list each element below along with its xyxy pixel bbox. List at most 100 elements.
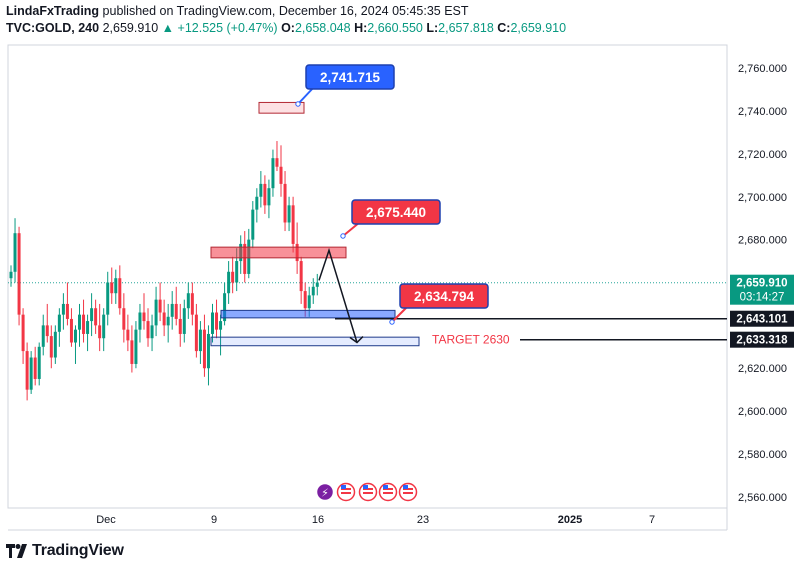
- x-tick-label: 9: [211, 514, 217, 526]
- candle-body: [231, 271, 235, 283]
- x-tick-label: 7: [649, 514, 655, 526]
- candle-body: [106, 282, 110, 315]
- callout-target-label: 2,634.794: [414, 289, 475, 304]
- candle-body: [267, 188, 271, 206]
- candle-body: [287, 205, 291, 223]
- candle-body: [37, 346, 41, 379]
- callout-target-box: [399, 283, 489, 309]
- candle-body: [198, 329, 202, 352]
- close-value: 2,659.910: [510, 21, 567, 35]
- candle-body: [158, 299, 162, 313]
- tradingview-logo-icon: [6, 544, 27, 558]
- candle-body: [41, 325, 45, 347]
- candle-body: [219, 321, 223, 330]
- y-tick-label: 2,680.000: [738, 235, 787, 247]
- candle-body: [166, 316, 170, 326]
- price-tag: [730, 331, 794, 348]
- candle-body: [122, 308, 126, 330]
- candle-body: [162, 312, 166, 326]
- publish-text: published on TradingView.com, December 1…: [102, 4, 469, 18]
- candle-body: [114, 278, 118, 294]
- candle-body: [53, 331, 57, 358]
- candle-body: [61, 303, 65, 315]
- us-flag-canton-icon: [341, 485, 346, 489]
- candle-body: [315, 282, 319, 287]
- price-tag-label: 2,633.318: [736, 335, 788, 347]
- candle-body: [223, 293, 227, 322]
- x-tick-label: 2025: [558, 514, 582, 526]
- us-flag-stripe-icon: [383, 492, 393, 494]
- candle-body: [94, 308, 98, 326]
- last-price-text: 2,659.910: [102, 21, 159, 35]
- y-tick-label: 2,700.000: [738, 192, 787, 204]
- us-flag-canton-icon: [363, 485, 368, 489]
- price-tag-label: 2,643.101: [736, 314, 788, 326]
- last-price-tag-label: 2,659.910: [736, 278, 787, 290]
- candle-body: [98, 325, 102, 339]
- candle-body: [291, 205, 295, 244]
- open-label: O:: [281, 21, 295, 35]
- change-arrow-icon: ▲: [161, 21, 175, 35]
- candle-body: [299, 261, 303, 292]
- x-tick-label: Dec: [96, 514, 116, 526]
- candle-body: [86, 321, 90, 334]
- candle-body: [186, 293, 190, 309]
- target-zone: [210, 336, 420, 347]
- candle-body: [21, 314, 25, 352]
- candle-body: [49, 336, 53, 358]
- candle-body: [118, 278, 122, 309]
- top-target-zone: [258, 101, 305, 114]
- candle-body: [33, 357, 37, 379]
- high-label: H:: [354, 21, 368, 35]
- candle-body: [138, 312, 142, 330]
- candle-body: [182, 308, 186, 334]
- candle-body: [275, 158, 279, 167]
- candle-body: [271, 158, 275, 189]
- price-tag: [730, 310, 794, 327]
- x-tick-label: 23: [417, 514, 429, 526]
- candle-body: [259, 183, 263, 197]
- candle-body: [45, 325, 49, 337]
- change-text: +12.525 (+0.47%): [177, 21, 278, 35]
- price-chart[interactable]: 2,760.000 2,740.000 2,720.000 2,700.000 2,68…: [0, 0, 807, 540]
- candle-body: [235, 261, 239, 283]
- low-value: 2,657.818: [438, 21, 494, 35]
- candle-body: [251, 209, 255, 240]
- callout-resistance-label: 2,675.440: [366, 205, 426, 220]
- candle-body: [9, 271, 13, 279]
- y-tick-label: 2,580.000: [738, 449, 787, 461]
- candle-body: [13, 233, 17, 272]
- us-flag-stripe-icon: [341, 492, 351, 494]
- candle-body: [142, 312, 146, 322]
- candle-body: [307, 295, 311, 309]
- candle-body: [311, 286, 315, 296]
- candle-body: [126, 329, 130, 341]
- projection-path: [318, 247, 358, 343]
- y-tick-label: 2,740.000: [738, 106, 787, 118]
- candle-body: [29, 357, 33, 390]
- candle-body: [110, 282, 114, 294]
- y-tick-label: 2,600.000: [738, 406, 787, 418]
- callout-target-anchor: [389, 319, 395, 325]
- symbol-label: TVC:GOLD, 240: [6, 21, 100, 35]
- us-flag-canton-icon: [383, 485, 388, 489]
- candle-body: [146, 321, 150, 339]
- candle-body: [206, 333, 210, 369]
- candle-body: [279, 166, 283, 184]
- us-flag-stripe-icon: [403, 492, 413, 494]
- candle-body: [17, 233, 21, 315]
- candle-body: [211, 312, 214, 334]
- candle-body: [227, 271, 231, 294]
- low-label: L:: [426, 21, 439, 35]
- candle-body: [69, 318, 73, 343]
- candle-body: [190, 293, 194, 315]
- candle-body: [178, 318, 182, 334]
- candle-body: [25, 351, 29, 390]
- candle-body: [202, 329, 206, 369]
- candle-body: [154, 299, 158, 326]
- callout-top-anchor: [295, 101, 301, 107]
- countdown-label: 03:14:27: [740, 292, 785, 304]
- candle-body: [57, 314, 61, 332]
- us-flag-stripe-icon: [363, 492, 373, 494]
- open-value: 2,658.048: [294, 21, 351, 35]
